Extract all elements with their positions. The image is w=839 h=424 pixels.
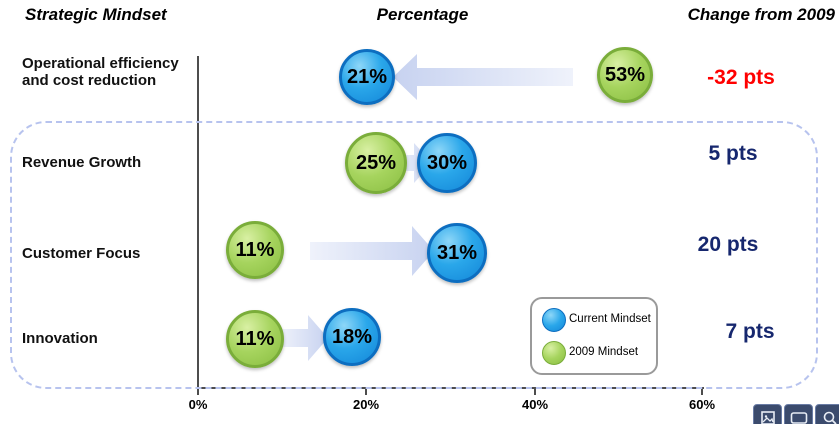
change-value-innovation: 7 pts (725, 320, 775, 343)
row-label-customer-focus: Customer Focus (22, 245, 141, 262)
column-header-change: Change from 2009 (687, 5, 835, 24)
magnifier-icon (823, 411, 837, 424)
bubble-2009-revenue: 25% (345, 132, 407, 194)
change-arrow-right (310, 226, 434, 276)
bubble-2009-operational: 53% (597, 47, 653, 103)
change-value-customer: 20 pts (697, 233, 759, 256)
x-axis-tick-label: 0% (188, 397, 208, 412)
column-header-strategic-mindset: Strategic Mindset (25, 5, 167, 24)
x-axis-tick (701, 387, 703, 395)
x-axis-tick-label: 20% (352, 397, 380, 412)
bubble-2009-innovation: 11% (226, 310, 284, 368)
viewer-toolbar (753, 404, 839, 424)
bubble-value: 31% (436, 241, 478, 264)
bubble-current-customer: 31% (427, 223, 487, 283)
change-arrow-left (393, 54, 573, 100)
change-value-revenue: 5 pts (708, 142, 758, 165)
legend-label-2009: 2009 Mindset (569, 346, 639, 358)
bubble-current-revenue: 30% (417, 133, 477, 193)
bubble-value: 11% (235, 238, 275, 261)
window-icon (790, 412, 807, 424)
bubble-current-innovation: 18% (323, 308, 381, 366)
x-axis-tick (197, 387, 199, 395)
row-label-innovation: Innovation (22, 330, 98, 347)
bubble-value: 53% (604, 63, 646, 86)
change-value-operational: -32 pts (707, 66, 775, 89)
bubble-value: 11% (235, 327, 275, 350)
legend-swatch-2009 (542, 341, 566, 365)
x-axis-tick (365, 387, 367, 395)
legend-box: Current Mindset 2009 Mindset (530, 297, 658, 375)
row-label-line2: and cost reduction (22, 72, 157, 89)
image-icon (760, 411, 775, 424)
row-label-operational-efficiency: Operational efficiency and cost reductio… (22, 55, 202, 89)
bubble-value: 21% (346, 65, 388, 88)
vertical-axis-line (197, 56, 199, 388)
legend-swatch-current (542, 308, 566, 332)
bubble-value: 18% (331, 325, 373, 348)
change-arrow-right (280, 315, 328, 361)
x-axis-tick (534, 387, 536, 395)
image-button[interactable] (753, 404, 782, 424)
legend-label-current: Current Mindset (569, 313, 651, 325)
bubble-current-operational: 21% (339, 49, 395, 105)
row-label-revenue-growth: Revenue Growth (22, 154, 142, 171)
row-label-line1: Operational efficiency (22, 55, 179, 72)
x-axis-tick-label: 40% (521, 397, 549, 412)
x-axis-tick-label: 60% (688, 397, 716, 412)
window-button[interactable] (784, 404, 813, 424)
column-header-percentage: Percentage (376, 5, 469, 24)
zoom-button[interactable] (815, 404, 839, 424)
bubble-value: 25% (355, 151, 397, 174)
bubble-2009-customer: 11% (226, 221, 284, 279)
bubble-value: 30% (426, 151, 468, 174)
group-outline-box (10, 121, 818, 389)
